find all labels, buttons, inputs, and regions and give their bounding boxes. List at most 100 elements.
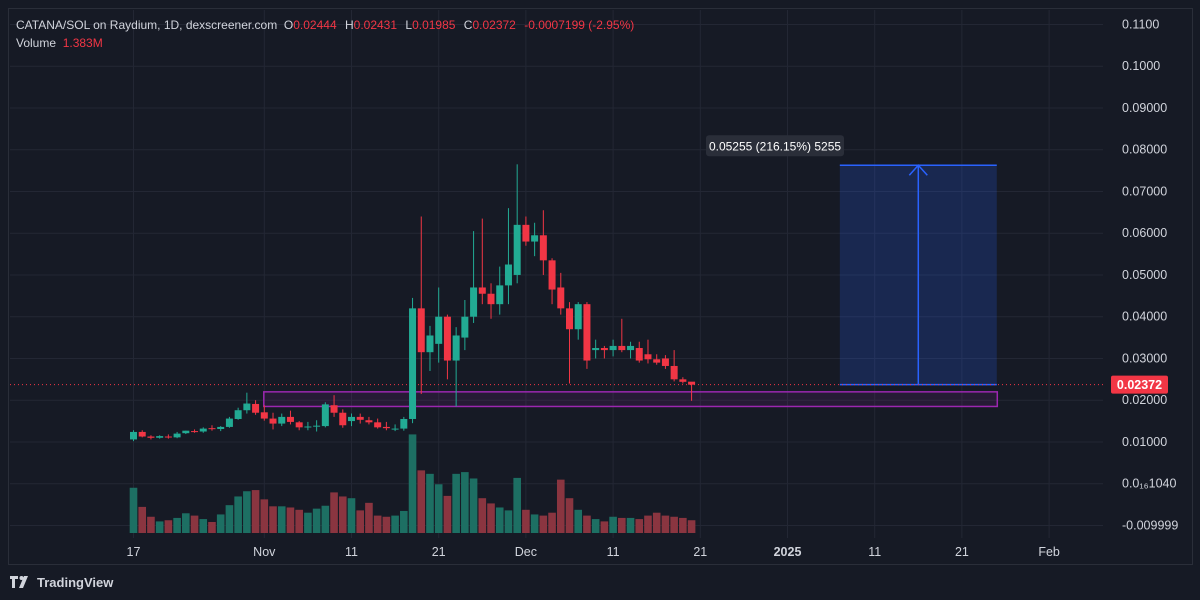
- candle: [339, 409, 347, 428]
- candle: [470, 231, 478, 323]
- candle-body: [382, 426, 390, 429]
- candle: [217, 426, 225, 432]
- volume-bar: [609, 516, 617, 533]
- candle-body: [199, 428, 207, 432]
- volume-bar: [382, 516, 391, 533]
- y-axis-tick-label: -0.009999: [1122, 518, 1178, 532]
- volume-bar: [321, 505, 330, 533]
- candle: [635, 341, 643, 363]
- candle-body: [130, 431, 137, 440]
- candle-body: [679, 379, 687, 382]
- volume-bar: [338, 496, 347, 533]
- candle: [138, 430, 146, 438]
- candle-body: [435, 316, 443, 344]
- volume-bar: [199, 519, 208, 533]
- candle: [496, 266, 504, 315]
- candle-body: [234, 410, 242, 419]
- candle: [583, 302, 591, 369]
- symbol-label: CATANA/SOL on Raydium, 1D, dexscreener.c…: [16, 18, 278, 32]
- candle-body: [182, 430, 190, 434]
- volume-bar: [408, 434, 417, 533]
- candle-body: [286, 416, 294, 422]
- y-axis-tick-label: 0.02000: [1122, 393, 1167, 407]
- candle: [191, 429, 199, 433]
- candle: [627, 341, 635, 359]
- candle-body: [504, 264, 512, 286]
- candle-body: [487, 293, 495, 305]
- volume-bar: [417, 470, 426, 533]
- candle-body: [330, 405, 338, 413]
- candle: [644, 339, 652, 364]
- candle-body: [574, 304, 582, 330]
- candle: [278, 413, 286, 427]
- candle: [304, 421, 312, 431]
- candle-body: [156, 436, 164, 438]
- candle: [400, 416, 408, 431]
- volume-bar: [434, 484, 443, 533]
- tradingview-brand[interactable]: TradingView: [10, 575, 113, 590]
- volume-bar: [400, 510, 408, 533]
- volume-bar: [216, 514, 225, 533]
- volume-bar: [304, 512, 312, 533]
- candle: [688, 381, 696, 401]
- candle-body: [243, 403, 251, 411]
- candle-body: [409, 308, 417, 419]
- candle: [600, 345, 608, 359]
- y-axis-tick-label: 0.04000: [1122, 310, 1167, 324]
- candle: [461, 300, 469, 351]
- candle-body: [618, 345, 626, 351]
- y-axis-tick-label: 0.09000: [1122, 101, 1167, 115]
- candle-body: [225, 418, 233, 427]
- candle: [330, 395, 338, 417]
- candle: [426, 325, 434, 371]
- volume-bar: [173, 517, 181, 533]
- candle-body: [138, 431, 146, 437]
- candle: [443, 314, 451, 380]
- volume-bar: [661, 515, 670, 533]
- candle-body: [452, 335, 460, 361]
- volume-bar: [391, 515, 399, 533]
- candle-body: [539, 235, 547, 261]
- candle: [452, 327, 460, 407]
- candle-body: [548, 260, 556, 290]
- y-axis-tick-label: 0.0₁₆1040: [1122, 477, 1176, 491]
- candle-body: [644, 354, 652, 360]
- x-axis-tick-label: Nov: [253, 545, 276, 559]
- volume-bar: [147, 516, 155, 533]
- volume-bar: [461, 472, 469, 533]
- volume-bar: [652, 512, 661, 533]
- volume-bar: [635, 519, 644, 533]
- candle-body: [627, 345, 635, 351]
- candle: [348, 413, 355, 427]
- volume-bar: [190, 515, 199, 533]
- candle: [513, 164, 521, 284]
- x-axis-tick-label: 11: [868, 545, 881, 559]
- price-range-arrowhead-icon: [908, 164, 928, 176]
- y-axis-tick-label: 0.03000: [1122, 351, 1167, 365]
- volume-row: Volume 1.383M: [16, 34, 639, 52]
- volume-bar: [251, 490, 260, 533]
- candle: [417, 216, 425, 394]
- candle-body: [417, 308, 425, 353]
- volume-bar: [574, 509, 583, 533]
- volume-bar: [129, 487, 138, 533]
- candle: [365, 416, 373, 425]
- candle: [574, 302, 582, 340]
- candle-body: [374, 422, 382, 428]
- low-value: 0.01985: [412, 18, 456, 32]
- volume-bar: [225, 505, 234, 533]
- candle: [243, 392, 251, 414]
- volume-bar: [548, 512, 556, 533]
- volume-bar: [487, 503, 495, 533]
- brand-label: TradingView: [37, 575, 114, 590]
- volume-bar: [495, 507, 504, 533]
- y-axis-tick-label: 0.06000: [1122, 226, 1167, 240]
- volume-bar: [208, 521, 216, 533]
- high-key: H: [344, 18, 354, 32]
- tradingview-logo-icon: [10, 575, 32, 590]
- candle-body: [443, 316, 451, 361]
- candle: [295, 421, 303, 431]
- open-key: O: [283, 18, 294, 32]
- change-value: -0.0007199 (-2.95%): [524, 18, 635, 32]
